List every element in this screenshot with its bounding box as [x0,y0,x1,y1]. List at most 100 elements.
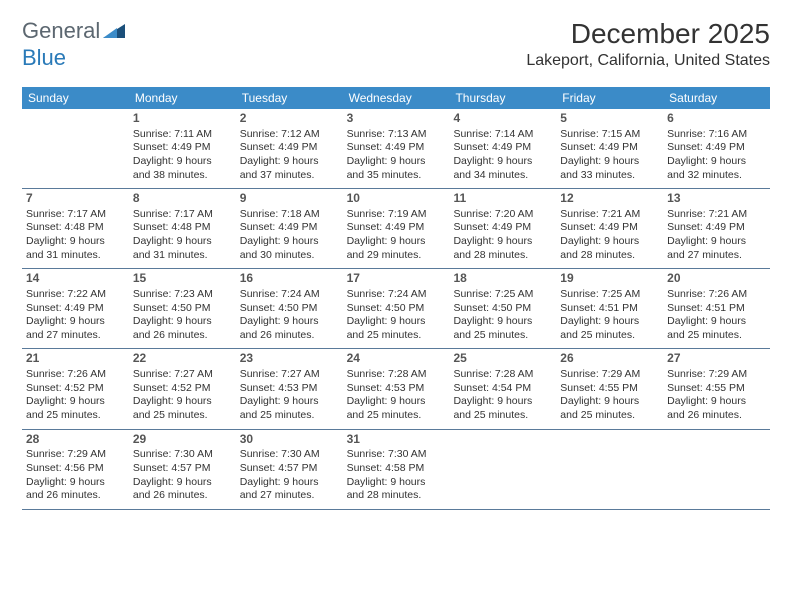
daylight-line: and 26 minutes. [133,489,232,503]
day-cell: 20Sunrise: 7:26 AMSunset: 4:51 PMDayligh… [663,269,770,348]
day-number: 25 [453,351,552,367]
daylight-line: and 32 minutes. [667,169,766,183]
sunrise-line: Sunrise: 7:29 AM [560,368,659,382]
day-cell: 15Sunrise: 7:23 AMSunset: 4:50 PMDayligh… [129,269,236,348]
sunset-line: Sunset: 4:51 PM [560,302,659,316]
daylight-line: Daylight: 9 hours [26,476,125,490]
daylight-line: Daylight: 9 hours [26,315,125,329]
daylight-line: and 25 minutes. [453,329,552,343]
day-number: 11 [453,191,552,207]
sunrise-line: Sunrise: 7:25 AM [560,288,659,302]
day-cell: 7Sunrise: 7:17 AMSunset: 4:48 PMDaylight… [22,189,129,268]
day-number: 17 [347,271,446,287]
sunset-line: Sunset: 4:53 PM [347,382,446,396]
day-number: 31 [347,432,446,448]
daylight-line: Daylight: 9 hours [453,235,552,249]
sunrise-line: Sunrise: 7:30 AM [240,448,339,462]
day-cell: 6Sunrise: 7:16 AMSunset: 4:49 PMDaylight… [663,109,770,188]
daylight-line: Daylight: 9 hours [133,395,232,409]
day-cell: 9Sunrise: 7:18 AMSunset: 4:49 PMDaylight… [236,189,343,268]
sunset-line: Sunset: 4:49 PM [667,221,766,235]
weekday-header: Sunday [22,87,129,109]
logo-text: General Blue [22,18,125,71]
weekday-header: Thursday [449,87,556,109]
weekday-header: Friday [556,87,663,109]
daylight-line: and 25 minutes. [453,409,552,423]
day-number: 18 [453,271,552,287]
sunrise-line: Sunrise: 7:29 AM [26,448,125,462]
day-number: 16 [240,271,339,287]
daylight-line: Daylight: 9 hours [560,395,659,409]
day-number: 8 [133,191,232,207]
sunrise-line: Sunrise: 7:22 AM [26,288,125,302]
sunset-line: Sunset: 4:50 PM [347,302,446,316]
sunset-line: Sunset: 4:55 PM [560,382,659,396]
daylight-line: Daylight: 9 hours [347,395,446,409]
daylight-line: and 30 minutes. [240,249,339,263]
day-cell: 1Sunrise: 7:11 AMSunset: 4:49 PMDaylight… [129,109,236,188]
daylight-line: Daylight: 9 hours [667,315,766,329]
daylight-line: and 25 minutes. [560,409,659,423]
sunset-line: Sunset: 4:49 PM [240,141,339,155]
day-number: 15 [133,271,232,287]
daylight-line: and 26 minutes. [133,329,232,343]
sunset-line: Sunset: 4:49 PM [560,221,659,235]
weekday-header-row: Sunday Monday Tuesday Wednesday Thursday… [22,87,770,109]
week-row: 1Sunrise: 7:11 AMSunset: 4:49 PMDaylight… [22,109,770,189]
day-cell: 14Sunrise: 7:22 AMSunset: 4:49 PMDayligh… [22,269,129,348]
sunset-line: Sunset: 4:49 PM [667,141,766,155]
day-number: 14 [26,271,125,287]
week-row: 7Sunrise: 7:17 AMSunset: 4:48 PMDaylight… [22,189,770,269]
day-cell: 21Sunrise: 7:26 AMSunset: 4:52 PMDayligh… [22,349,129,428]
sunset-line: Sunset: 4:49 PM [560,141,659,155]
daylight-line: and 25 minutes. [26,409,125,423]
daylight-line: and 29 minutes. [347,249,446,263]
sunrise-line: Sunrise: 7:25 AM [453,288,552,302]
sunrise-line: Sunrise: 7:16 AM [667,128,766,142]
daylight-line: Daylight: 9 hours [26,235,125,249]
week-row: 28Sunrise: 7:29 AMSunset: 4:56 PMDayligh… [22,430,770,510]
day-number: 27 [667,351,766,367]
day-cell: 2Sunrise: 7:12 AMSunset: 4:49 PMDaylight… [236,109,343,188]
daylight-line: and 26 minutes. [667,409,766,423]
logo: General Blue [22,18,125,71]
sunset-line: Sunset: 4:50 PM [240,302,339,316]
daylight-line: Daylight: 9 hours [560,315,659,329]
sunrise-line: Sunrise: 7:17 AM [26,208,125,222]
sunset-line: Sunset: 4:48 PM [26,221,125,235]
calendar: Sunday Monday Tuesday Wednesday Thursday… [22,87,770,510]
day-cell: 30Sunrise: 7:30 AMSunset: 4:57 PMDayligh… [236,430,343,509]
sunset-line: Sunset: 4:57 PM [133,462,232,476]
weekday-header: Wednesday [343,87,450,109]
day-number: 10 [347,191,446,207]
day-number: 6 [667,111,766,127]
daylight-line: and 28 minutes. [453,249,552,263]
sunset-line: Sunset: 4:55 PM [667,382,766,396]
sunrise-line: Sunrise: 7:12 AM [240,128,339,142]
day-cell: 31Sunrise: 7:30 AMSunset: 4:58 PMDayligh… [343,430,450,509]
day-cell: 24Sunrise: 7:28 AMSunset: 4:53 PMDayligh… [343,349,450,428]
day-number: 1 [133,111,232,127]
day-number: 30 [240,432,339,448]
sunset-line: Sunset: 4:49 PM [133,141,232,155]
daylight-line: Daylight: 9 hours [133,315,232,329]
day-number: 4 [453,111,552,127]
daylight-line: and 35 minutes. [347,169,446,183]
sunrise-line: Sunrise: 7:28 AM [347,368,446,382]
daylight-line: Daylight: 9 hours [240,476,339,490]
daylight-line: and 25 minutes. [560,329,659,343]
daylight-line: Daylight: 9 hours [453,155,552,169]
daylight-line: Daylight: 9 hours [133,476,232,490]
daylight-line: and 31 minutes. [133,249,232,263]
daylight-line: Daylight: 9 hours [347,155,446,169]
sunset-line: Sunset: 4:48 PM [133,221,232,235]
logo-blue: Blue [22,45,66,70]
sunset-line: Sunset: 4:49 PM [347,141,446,155]
day-number: 2 [240,111,339,127]
day-cell: 19Sunrise: 7:25 AMSunset: 4:51 PMDayligh… [556,269,663,348]
day-cell: 26Sunrise: 7:29 AMSunset: 4:55 PMDayligh… [556,349,663,428]
sunrise-line: Sunrise: 7:27 AM [240,368,339,382]
sunset-line: Sunset: 4:49 PM [453,221,552,235]
daylight-line: and 25 minutes. [667,329,766,343]
day-cell: 5Sunrise: 7:15 AMSunset: 4:49 PMDaylight… [556,109,663,188]
